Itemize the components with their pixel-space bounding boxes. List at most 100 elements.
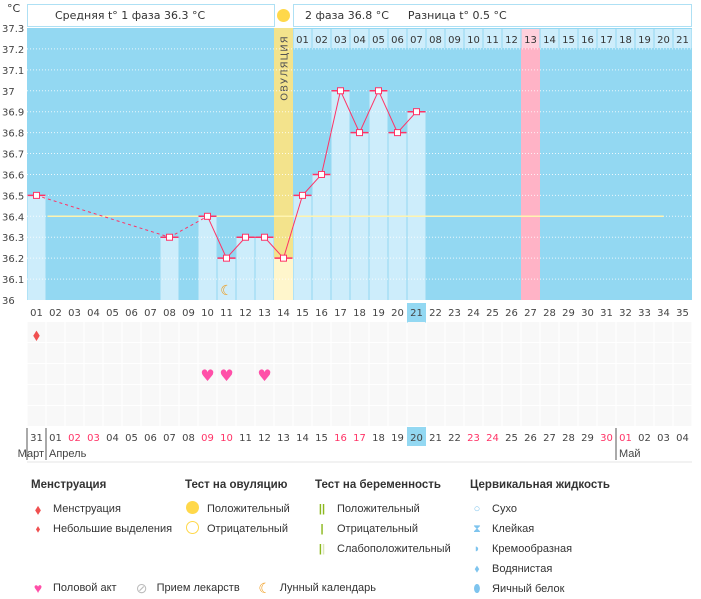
event-cell	[369, 322, 388, 342]
cycle-day-label: 19	[372, 308, 385, 319]
next-cycle-day-label: 08	[429, 35, 442, 46]
next-cycle-day-label: 11	[486, 35, 499, 46]
event-cell	[445, 343, 464, 363]
event-cell	[483, 406, 502, 426]
month-label: Март	[18, 448, 44, 460]
event-cell	[65, 343, 84, 363]
date-label: 04	[676, 433, 689, 444]
event-cell	[502, 385, 521, 405]
y-tick-label: 36.1	[2, 275, 24, 286]
event-cell	[426, 322, 445, 342]
event-cell	[46, 385, 65, 405]
event-cell	[103, 364, 122, 384]
event-cell	[502, 322, 521, 342]
event-cell	[597, 343, 616, 363]
temperature-line-segment	[340, 90, 360, 133]
heart-icon: ♥	[33, 580, 43, 596]
cycle-day-label: 16	[315, 308, 328, 319]
event-cell	[578, 385, 597, 405]
event-cell	[179, 406, 198, 426]
event-cell	[407, 364, 426, 384]
event-cell	[597, 364, 616, 384]
event-cell	[293, 343, 312, 363]
next-cycle-day-label: 06	[391, 35, 404, 46]
event-cell	[27, 364, 46, 384]
date-label: 10	[220, 433, 233, 444]
temperature-point	[242, 233, 249, 241]
event-cell	[274, 322, 293, 342]
phase1-summary: Средняя t° 1 фаза 36.3 °C	[27, 4, 275, 27]
next-cycle-day-label: 20	[657, 35, 670, 46]
next-cycle-day-label: 05	[372, 35, 385, 46]
bbt-chart: 01 02 03 04 05 06 07 08 09 10 11 12 13 14 15 16 17 18 19 20…	[2, 24, 692, 463]
next-cycle-day-label: 13	[524, 35, 537, 46]
cycle-day-label: 35	[676, 308, 689, 319]
next-cycle-cell	[350, 29, 369, 48]
event-cell	[521, 322, 540, 342]
next-cycle-cell	[312, 29, 331, 48]
event-cell	[217, 322, 236, 342]
y-tick-label: 36	[2, 296, 15, 307]
event-cell	[141, 343, 160, 363]
event-cell	[540, 343, 559, 363]
ovulation-column	[274, 28, 293, 259]
next-cycle-day-label: 02	[315, 35, 328, 46]
event-cell	[27, 406, 46, 426]
date-label: 01	[49, 433, 62, 444]
event-cell	[179, 322, 198, 342]
legend-title: Тест на беременность	[315, 479, 441, 491]
event-cell	[654, 364, 673, 384]
legend-item: ⬧ Менструация	[31, 499, 172, 519]
date-label: 20	[410, 433, 423, 444]
date-label: 11	[239, 433, 252, 444]
positive-circle-icon	[185, 501, 199, 517]
legend-label: Менструация	[53, 503, 121, 515]
date-label: 04	[106, 433, 119, 444]
cycle-day-label: 14	[277, 308, 290, 319]
date-label: 09	[201, 433, 214, 444]
event-cell	[122, 406, 141, 426]
date-label: 02	[68, 433, 81, 444]
event-cell	[540, 406, 559, 426]
legend-cervical: Цервикальная жидкость ○ Сухо ⧗ Клейкая ◗ Кр…	[470, 479, 610, 599]
legend-label: Положительный	[337, 503, 420, 515]
cycle-day-label: 21	[410, 308, 423, 319]
temperature-line-segment	[169, 215, 208, 238]
event-cell	[559, 385, 578, 405]
event-cell	[388, 406, 407, 426]
y-tick-label: 36.2	[2, 254, 24, 265]
date-label: 29	[581, 433, 594, 444]
event-cell	[616, 364, 635, 384]
cycle-day-label: 17	[334, 308, 347, 319]
event-cell	[217, 385, 236, 405]
legend-item: || Слабоположительный	[315, 539, 451, 559]
date-label: 06	[144, 433, 157, 444]
event-cell	[426, 343, 445, 363]
event-cell	[464, 364, 483, 384]
event-cell	[502, 406, 521, 426]
y-tick-label: 36.9	[2, 108, 24, 119]
moon-icon: ☾	[258, 579, 271, 596]
event-cell	[46, 322, 65, 342]
temperature-line-segment	[321, 90, 341, 175]
event-cell	[445, 406, 464, 426]
event-cell	[84, 385, 103, 405]
legend-pregnancy-test: Тест на беременность || Положительный | От…	[315, 479, 451, 559]
event-cell	[521, 406, 540, 426]
month-label: Май	[619, 448, 641, 460]
event-cell	[293, 406, 312, 426]
event-cell	[46, 364, 65, 384]
event-cell	[141, 364, 160, 384]
event-cell	[160, 364, 179, 384]
cycle-day-label: 05	[106, 308, 119, 319]
legend-other: ♥ Половой акт ⊘ Прием лекарств ☾ Лунный кал…	[31, 578, 376, 598]
event-cell	[654, 322, 673, 342]
event-cell	[293, 385, 312, 405]
date-label: 31	[30, 433, 43, 444]
event-cell	[540, 322, 559, 342]
next-cycle-cell	[464, 29, 483, 48]
date-label: 26	[524, 433, 537, 444]
temperature-point	[356, 129, 363, 137]
event-cell	[635, 385, 654, 405]
phase2-summary: 2 фаза 36.8 °C Разница t° 0.5 °C	[293, 4, 692, 27]
